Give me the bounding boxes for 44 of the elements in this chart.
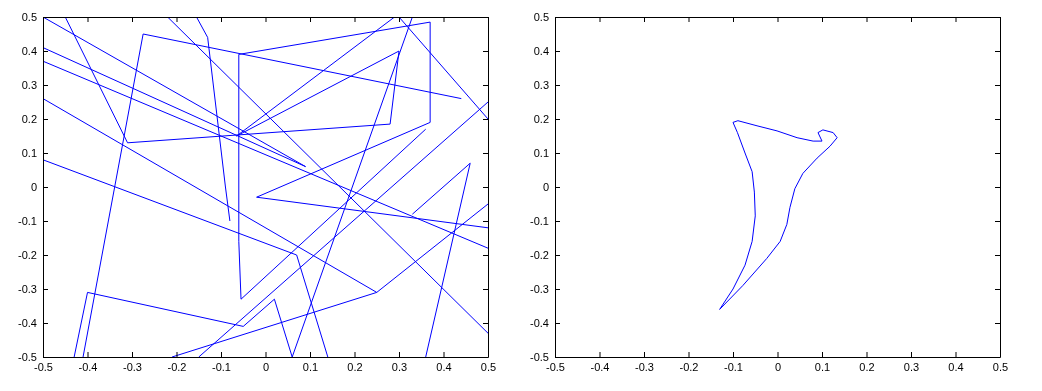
x-tick-label: -0.2 [679,360,699,373]
x-tick-label: 0.3 [903,360,920,373]
y-tick-label: -0.1 [18,215,37,228]
y-tick-label: 0.1 [533,147,549,160]
y-tick-label: -0.5 [530,351,549,364]
x-tick-label: 0.3 [391,360,408,373]
y-tick-label: 0.3 [21,79,37,92]
x-tick-label: 0 [774,360,782,373]
y-tick-label: -0.4 [530,317,549,330]
x-tick-label: -0.4 [590,360,610,373]
y-tick-label: 0.4 [21,45,37,58]
x-tick-label: -0.2 [167,360,187,373]
x-tick-label: 0.2 [859,360,875,373]
y-tick-label: 0.3 [533,79,549,92]
y-tick-label: -0.2 [530,249,549,262]
y-tick-label: -0.3 [530,283,549,296]
y-tick-label: -0.3 [18,283,37,296]
x-tick-label: 0.4 [436,360,452,373]
y-tick-label: 0.4 [533,45,549,58]
y-tick-label: 0.2 [533,113,549,126]
y-tick-label: -0.1 [530,215,549,228]
y-tick-label: 0 [542,181,549,194]
x-tick-label: -0.1 [724,360,743,373]
y-tick-label: 0.5 [21,11,37,24]
x-tick-label: -0.3 [123,360,142,373]
x-tick-label: -0.5 [546,360,565,373]
x-tick-label: -0.1 [212,360,231,373]
x-tick-label: 0.5 [992,360,1009,373]
y-tick-label: 0.1 [21,147,37,160]
x-tick-label: 0 [262,360,270,373]
x-tick-label: 0.4 [948,360,964,373]
y-tick-label: 0 [30,181,37,194]
y-tick-label: 0.5 [533,11,549,24]
x-tick-label: 0.5 [480,360,497,373]
x-tick-label: 0.1 [302,360,319,373]
y-tick-label: -0.4 [18,317,37,330]
x-tick-label: -0.3 [635,360,654,373]
y-tick-label: 0.2 [21,113,37,126]
y-tick-label: -0.5 [18,351,37,364]
x-tick-label: -0.5 [34,360,53,373]
x-tick-label: -0.4 [78,360,98,373]
x-tick-label: 0.1 [814,360,831,373]
y-tick-label: -0.2 [18,249,37,262]
x-tick-label: 0.2 [347,360,363,373]
